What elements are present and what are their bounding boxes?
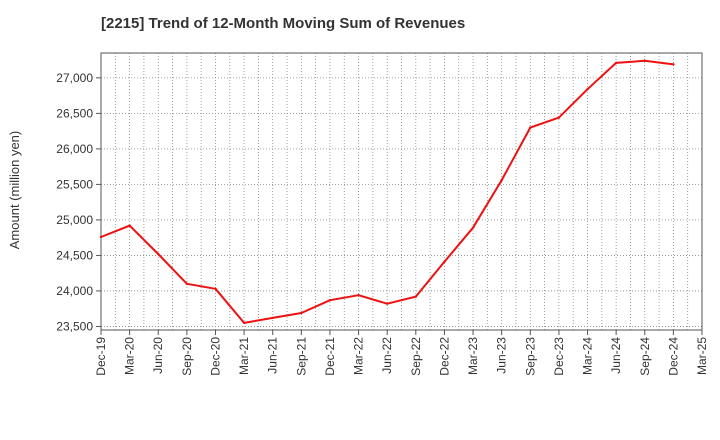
x-tick-label: Mar-21 [237, 337, 251, 375]
x-tick-label: Jun-20 [151, 337, 165, 374]
data-point [557, 116, 561, 119]
y-tick-label: 27,000 [56, 71, 93, 85]
grid-lines [101, 53, 702, 330]
data-point [672, 63, 675, 66]
data-point [157, 252, 160, 256]
y-axis-ticks: 23,500 24,000 24,500 25,000 25,500 26,000 26,5… [56, 71, 101, 333]
x-tick-label: Mar-23 [466, 337, 480, 375]
chart-title: [2215] Trend of 12-Month Moving Sum of R… [101, 15, 466, 32]
data-point [529, 126, 532, 129]
x-tick-label: Dec-24 [666, 337, 680, 376]
data-point [471, 226, 475, 229]
y-tick-label: 25,500 [56, 177, 93, 191]
x-tick-label: Mar-22 [352, 337, 366, 375]
x-tick-label: Dec-19 [94, 337, 108, 376]
y-tick-label: 24,000 [56, 284, 93, 298]
data-point [500, 178, 503, 182]
x-tick-label: Sep-22 [409, 337, 423, 376]
plot-area [100, 52, 703, 331]
y-tick-label: 25,000 [56, 213, 93, 227]
series-layer [99, 59, 675, 325]
x-tick-label: Sep-23 [523, 337, 537, 376]
data-point [414, 295, 418, 298]
data-point [385, 302, 389, 305]
data-point [300, 311, 303, 315]
data-point [99, 235, 103, 239]
x-tick-label: Sep-21 [294, 337, 308, 376]
y-axis-label: Amount (million yen) [7, 131, 22, 250]
x-axis-ticks: Dec-19 Mar-20 Jun-20 Sep-20 Dec-20 Mar-21 Jun-… [94, 330, 709, 376]
y-tick-label: 24,500 [56, 248, 93, 262]
data-point [214, 287, 217, 291]
x-tick-label: Mar-20 [123, 337, 137, 375]
data-point [185, 282, 189, 286]
x-tick-label: Mar-25 [695, 337, 709, 375]
data-point [357, 293, 360, 297]
x-tick-label: Sep-24 [638, 337, 652, 376]
y-tick-label: 26,500 [56, 106, 93, 120]
data-point [586, 88, 589, 91]
y-tick-label: 23,500 [56, 319, 93, 333]
x-tick-label: Jun-23 [495, 337, 509, 374]
data-point [271, 316, 274, 320]
x-tick-label: Dec-20 [208, 337, 222, 376]
x-tick-label: Jun-21 [266, 337, 280, 374]
data-point [443, 260, 446, 264]
data-point [128, 224, 131, 227]
x-tick-label: Jun-22 [380, 337, 394, 374]
x-tick-label: Jun-24 [609, 337, 623, 374]
x-tick-label: Sep-20 [180, 337, 194, 376]
data-point [242, 321, 246, 325]
y-tick-label: 26,000 [56, 142, 93, 156]
x-tick-label: Dec-22 [437, 337, 451, 376]
x-tick-label: Dec-21 [323, 337, 337, 376]
x-tick-label: Mar-24 [581, 337, 595, 375]
data-point [643, 59, 646, 63]
data-point [328, 298, 332, 302]
data-point [614, 61, 618, 65]
x-tick-label: Dec-23 [552, 337, 566, 376]
